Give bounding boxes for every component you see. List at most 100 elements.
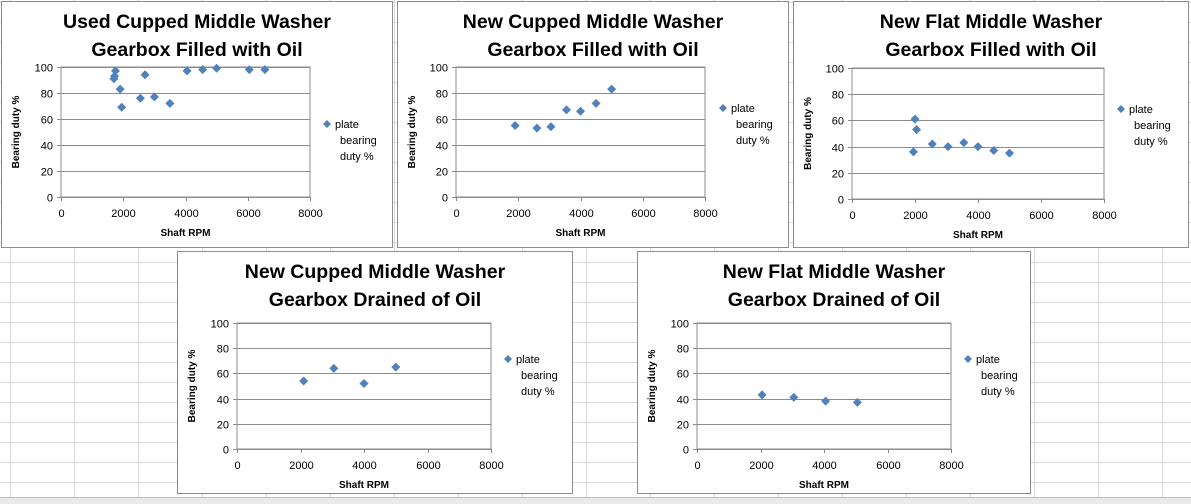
data-point[interactable] [510, 121, 520, 130]
y-tick-label: 60 [41, 115, 53, 127]
data-point[interactable] [117, 102, 127, 112]
y-tick-label: 60 [677, 369, 689, 381]
data-point[interactable] [260, 65, 270, 75]
data-point[interactable] [789, 392, 799, 402]
y-tick-label: 20 [217, 420, 229, 432]
data-point[interactable] [591, 98, 601, 108]
chart-new-cupped-filled[interactable]: New Cupped Middle Washer Gearbox Filled w… [397, 1, 789, 248]
data-point[interactable] [561, 105, 571, 115]
chart-title-line: New Cupped Middle Washer [245, 261, 506, 283]
y-tick-label: 80 [41, 89, 53, 101]
chart-new-cupped-drained[interactable]: New Cupped Middle Washer Gearbox Drained … [177, 251, 573, 494]
data-point[interactable] [959, 138, 969, 148]
y-tick-label: 80 [217, 344, 229, 356]
data-point[interactable] [910, 114, 920, 124]
data-point[interactable] [329, 363, 339, 373]
sheet-scroll-strip[interactable] [0, 497, 1191, 504]
x-tick-label: 8000 [939, 460, 963, 472]
data-point[interactable] [115, 84, 125, 94]
data-point[interactable] [989, 146, 999, 156]
y-tick-label: 0 [47, 193, 53, 205]
chart-title-line: New Cupped Middle Washer [463, 11, 724, 33]
chart-svg: New Flat Middle Washer Gearbox Filled wit… [803, 11, 1171, 241]
data-point[interactable] [576, 106, 585, 116]
data-point[interactable] [149, 92, 159, 102]
data-point[interactable] [973, 142, 983, 152]
y-tick-label: 40 [436, 141, 448, 153]
x-tick-label: 4000 [352, 460, 376, 472]
x-tick-label: 8000 [1092, 210, 1116, 222]
x-tick-label: 0 [849, 210, 855, 222]
data-point[interactable] [912, 125, 922, 135]
data-point[interactable] [852, 397, 862, 407]
x-axis-title: Shaft RPM [161, 228, 211, 239]
data-point[interactable] [1005, 148, 1014, 158]
data-point[interactable] [391, 362, 401, 372]
legend-marker-icon [504, 355, 512, 363]
x-tick-label: 0 [234, 460, 240, 472]
y-axis-title: Bearing duty % [11, 96, 22, 169]
data-point[interactable] [135, 93, 145, 103]
data-point[interactable] [110, 66, 120, 76]
chart-new-flat-drained[interactable]: New Flat Middle Washer Gearbox Drained of… [637, 251, 1031, 494]
x-axis-title: Shaft RPM [953, 230, 1003, 241]
x-tick-label: 6000 [416, 460, 440, 472]
data-point[interactable] [212, 63, 222, 73]
y-tick-label: 100 [211, 319, 229, 331]
data-point[interactable] [182, 66, 192, 76]
data-point[interactable] [943, 142, 953, 152]
y-tick-label: 80 [677, 344, 689, 356]
x-axis-title: Shaft RPM [339, 480, 389, 491]
y-tick-label: 60 [217, 369, 229, 381]
x-tick-label: 0 [453, 208, 459, 220]
data-point[interactable] [607, 84, 617, 94]
legend-label: plate bearing duty % [335, 119, 377, 163]
y-tick-label: 0 [838, 195, 844, 207]
legend-label: plate bearing duty % [1129, 104, 1171, 148]
y-tick-label: 0 [442, 193, 448, 205]
data-point[interactable] [140, 70, 150, 80]
y-tick-label: 100 [35, 63, 53, 75]
x-tick-label: 8000 [693, 208, 717, 220]
x-axis-title: Shaft RPM [799, 480, 849, 491]
legend-marker-icon [1117, 105, 1125, 113]
legend-label: plate bearing duty % [976, 354, 1018, 398]
chart-title-line: Gearbox Drained of Oil [728, 289, 940, 311]
chart-title-line: Gearbox Filled with Oil [885, 39, 1096, 61]
x-tick-label: 2000 [289, 460, 313, 472]
data-point[interactable] [244, 65, 254, 75]
y-axis-title: Bearing duty % [647, 350, 658, 423]
legend-label: plate bearing duty % [731, 103, 773, 147]
chart-title-line: New Flat Middle Washer [880, 11, 1103, 33]
data-point[interactable] [299, 376, 309, 386]
x-tick-label: 8000 [479, 460, 503, 472]
y-axis-title: Bearing duty % [803, 97, 814, 170]
chart-svg: New Cupped Middle Washer Gearbox Filled w… [407, 11, 773, 239]
data-point[interactable] [532, 123, 542, 133]
data-point[interactable] [757, 390, 767, 400]
data-point[interactable] [198, 65, 208, 75]
chart-svg: New Cupped Middle Washer Gearbox Drained … [187, 261, 558, 491]
data-point[interactable] [927, 139, 937, 149]
chart-used-cupped-filled[interactable]: Used Cupped Middle Washer Gearbox Filled … [1, 1, 393, 248]
data-point[interactable] [546, 122, 556, 132]
chart-title-line: Gearbox Filled with Oil [91, 39, 302, 61]
data-point[interactable] [908, 147, 918, 157]
chart-title-line: Gearbox Drained of Oil [269, 289, 481, 311]
y-tick-label: 40 [832, 143, 844, 155]
chart-title-line: Used Cupped Middle Washer [63, 11, 331, 33]
x-tick-label: 0 [58, 208, 64, 220]
data-point[interactable] [359, 378, 369, 388]
y-tick-label: 20 [436, 167, 448, 179]
data-point[interactable] [165, 98, 175, 108]
y-tick-label: 60 [436, 115, 448, 127]
legend-marker-icon [964, 355, 972, 363]
legend-marker-icon [719, 104, 727, 112]
y-tick-label: 40 [41, 141, 53, 153]
y-tick-label: 40 [677, 395, 689, 407]
x-tick-label: 6000 [876, 460, 900, 472]
y-tick-label: 80 [436, 89, 448, 101]
chart-svg: New Flat Middle Washer Gearbox Drained of… [647, 261, 1018, 491]
chart-new-flat-filled[interactable]: New Flat Middle Washer Gearbox Filled wit… [793, 1, 1189, 248]
data-point[interactable] [821, 396, 831, 406]
